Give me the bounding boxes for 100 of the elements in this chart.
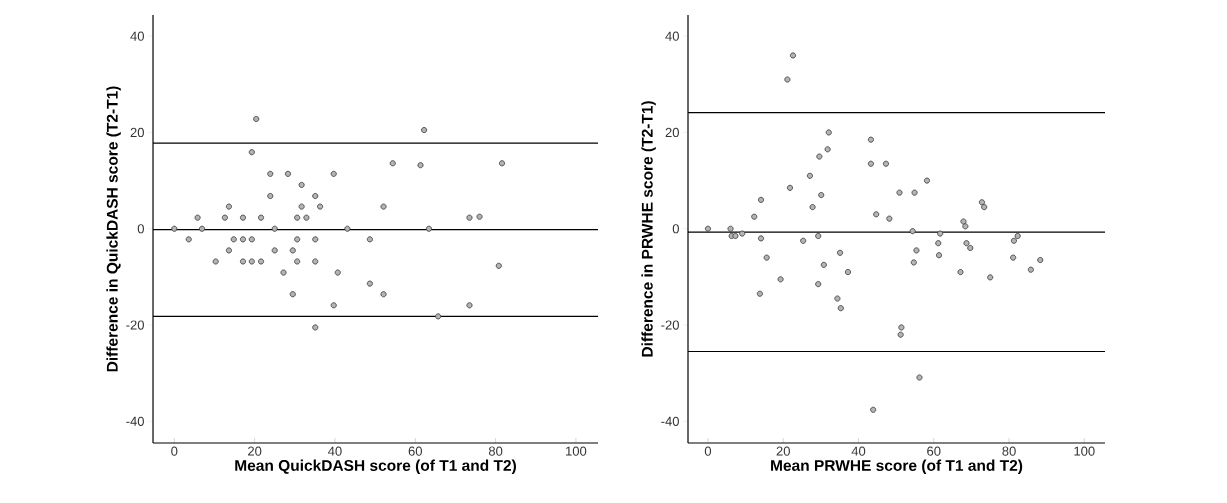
y-tick-label: -20 — [126, 320, 144, 330]
point — [1014, 232, 1021, 239]
y-tick-label: 20 — [130, 127, 144, 138]
point — [1010, 237, 1017, 244]
point — [967, 245, 974, 251]
y-tick-label: 0 — [672, 224, 679, 234]
x-tick-label: 100 — [1074, 446, 1095, 456]
point — [763, 254, 770, 261]
y-tick-label: -40 — [661, 416, 679, 426]
point — [230, 236, 237, 243]
point — [962, 223, 969, 230]
point — [312, 258, 319, 265]
point — [844, 269, 851, 276]
point — [421, 127, 428, 134]
point — [239, 214, 246, 221]
point — [366, 280, 373, 287]
point — [816, 153, 823, 160]
y-axis-title: Difference in PRWHE score (T2-T1) — [641, 101, 656, 357]
y-tick-label: 40 — [130, 31, 144, 41]
point — [425, 225, 432, 232]
point — [751, 213, 758, 220]
point — [787, 184, 793, 191]
point — [194, 214, 201, 221]
point — [923, 177, 930, 184]
point — [225, 247, 232, 254]
point — [466, 302, 473, 309]
point — [225, 203, 232, 210]
point — [248, 236, 255, 243]
x-tick-label: 60 — [927, 446, 941, 456]
point — [334, 269, 341, 276]
x-tick-label: 0 — [171, 446, 178, 456]
point — [284, 170, 291, 177]
point — [258, 258, 265, 265]
point — [380, 203, 387, 210]
point — [800, 237, 807, 244]
point — [271, 225, 278, 232]
point — [312, 193, 319, 200]
point — [790, 52, 797, 59]
point — [171, 225, 178, 232]
point — [882, 160, 889, 167]
point — [294, 236, 301, 243]
point — [815, 232, 822, 239]
point — [834, 295, 841, 302]
point — [280, 269, 287, 276]
point — [303, 214, 310, 221]
point — [739, 230, 746, 237]
x-tick-label: 80 — [488, 446, 503, 456]
x-tick-label: 0 — [704, 446, 712, 456]
point — [312, 236, 319, 243]
x-axis-title: Mean QuickDASH score (of T1 and T2) — [235, 459, 516, 475]
point — [389, 160, 396, 167]
point — [913, 247, 920, 254]
x-tick-label: 100 — [566, 446, 587, 456]
point — [957, 269, 964, 276]
point — [911, 189, 918, 196]
point — [784, 76, 791, 83]
x-tick-label: 80 — [1002, 446, 1016, 456]
point — [987, 274, 994, 281]
point — [886, 215, 893, 222]
point — [978, 199, 985, 206]
point — [909, 228, 916, 235]
point — [936, 252, 943, 259]
point — [212, 258, 219, 265]
point — [837, 249, 844, 256]
point — [239, 258, 246, 265]
point — [758, 235, 765, 242]
point — [298, 181, 305, 188]
point — [267, 193, 274, 200]
point — [466, 214, 473, 221]
point — [960, 218, 967, 225]
point — [267, 170, 274, 177]
point — [824, 146, 831, 153]
point — [271, 247, 278, 254]
point — [981, 204, 988, 211]
point — [815, 281, 822, 288]
point — [897, 331, 904, 338]
point — [809, 204, 816, 211]
point — [1037, 257, 1044, 264]
point — [898, 324, 905, 331]
point — [248, 258, 255, 265]
point — [294, 214, 301, 221]
point — [248, 149, 255, 156]
point — [1027, 266, 1034, 273]
x-axis-title: Mean PRWHE score (of T1 and T2) — [771, 459, 1023, 475]
point — [289, 291, 296, 298]
point — [476, 213, 483, 220]
point — [495, 262, 502, 269]
point — [253, 115, 260, 122]
point — [380, 291, 387, 298]
point — [756, 290, 763, 297]
point — [317, 203, 324, 210]
y-axis-title: Difference in QuickDASH score (T2-T1) — [106, 86, 121, 372]
point — [963, 240, 970, 247]
y-tick-label: -20 — [661, 320, 679, 330]
point — [867, 160, 874, 167]
point — [870, 406, 877, 413]
point — [910, 259, 917, 266]
point — [185, 236, 192, 243]
point — [199, 225, 206, 232]
x-tick-label: 20 — [248, 446, 262, 456]
